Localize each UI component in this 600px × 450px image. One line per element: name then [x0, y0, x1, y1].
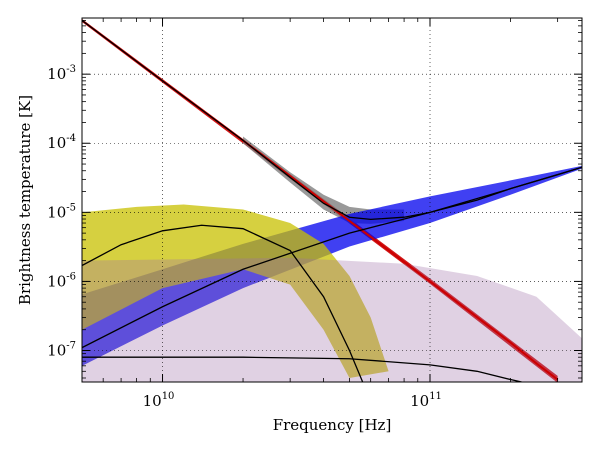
- y-axis-label: Brightness temperature [K]: [16, 95, 34, 305]
- y-tick-label: 10-6: [47, 271, 76, 290]
- peaked-line: [82, 224, 364, 382]
- y-tick-label: 10-4: [47, 133, 76, 152]
- fiducial-lines: [82, 19, 582, 382]
- plot-frame: [81, 17, 583, 383]
- x-tick-label: 1010: [143, 391, 175, 410]
- rising-line: [82, 166, 582, 349]
- peaked-band: [82, 204, 389, 378]
- broad-band: [82, 257, 582, 382]
- x-axis-label: Frequency [Hz]: [273, 416, 392, 434]
- y-tick-label: 10-3: [47, 64, 76, 83]
- x-tick-label: 1011: [410, 391, 442, 410]
- y-tick-label: 10-5: [47, 202, 76, 221]
- axis-ticks: 1010 1011 10-7 10-6 10-5 10-4 10-3: [47, 18, 582, 410]
- y-tick-label: 10-7: [47, 341, 76, 360]
- grid: [82, 18, 582, 382]
